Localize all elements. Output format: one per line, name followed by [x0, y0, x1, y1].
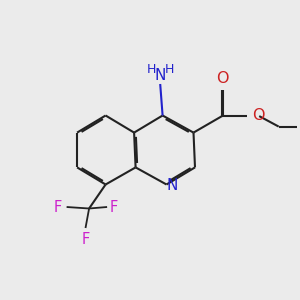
Text: F: F [81, 232, 90, 247]
Text: F: F [54, 200, 62, 214]
Text: F: F [110, 200, 118, 214]
Text: O: O [253, 108, 265, 123]
Text: H: H [146, 63, 156, 76]
Text: H: H [164, 63, 174, 76]
Text: O: O [216, 70, 228, 86]
Text: N: N [154, 68, 166, 82]
Text: N: N [166, 178, 178, 194]
